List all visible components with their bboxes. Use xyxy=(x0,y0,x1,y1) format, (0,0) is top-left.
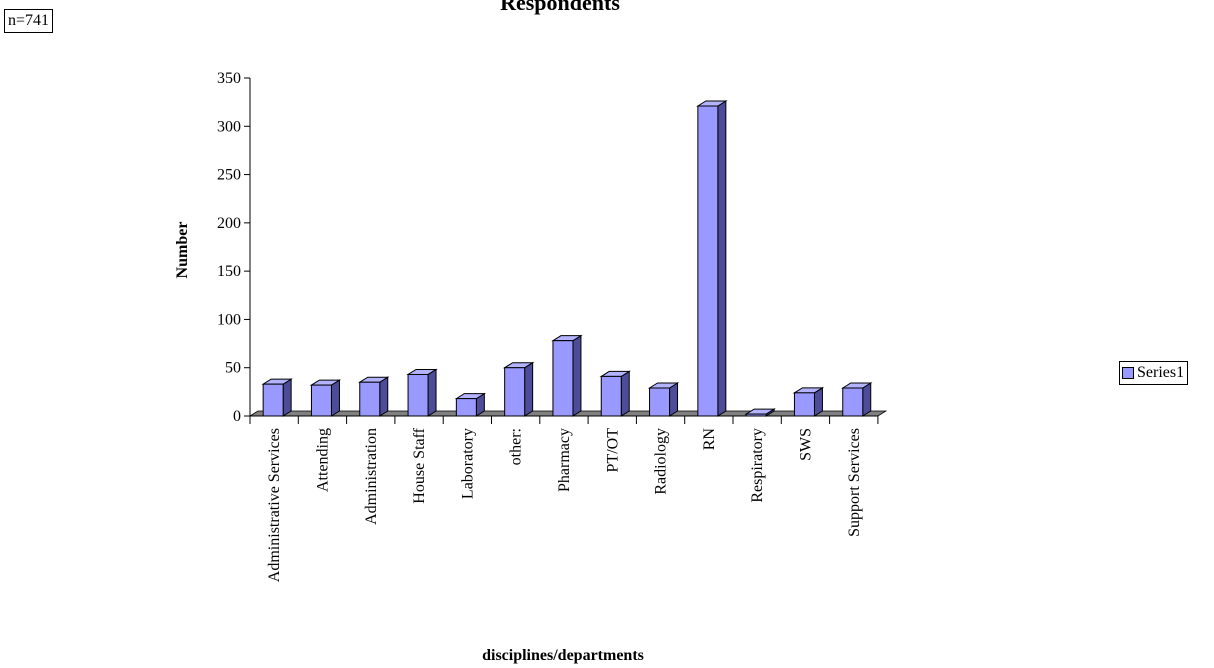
bar-8 xyxy=(599,370,631,417)
bar-side-face xyxy=(862,382,872,417)
bar-5 xyxy=(454,392,487,417)
bar-10 xyxy=(696,100,728,417)
x-tick-label: SWS xyxy=(797,428,814,461)
bar-front-face xyxy=(793,392,815,417)
bar-front-face xyxy=(262,383,284,417)
x-tick-label: Pharmacy xyxy=(556,428,573,492)
bar-front-face xyxy=(310,384,332,417)
bar-12 xyxy=(792,386,825,417)
y-tick-label: 50 xyxy=(225,360,241,377)
bar-front-face xyxy=(552,340,574,417)
bar-front-face xyxy=(504,367,526,417)
bar-front-face xyxy=(359,381,381,417)
bar-front-face xyxy=(407,373,429,417)
x-tick-label: other: xyxy=(508,428,525,465)
chart-labels: 0 50 100 150 200 250 300 350 Administrative Serv… xyxy=(217,70,863,582)
x-tick-label: Attending xyxy=(314,428,331,492)
x-tick-label: Support Services xyxy=(846,428,863,537)
y-tick-label: 200 xyxy=(217,215,241,232)
bar-front-face xyxy=(745,413,767,417)
bar-13 xyxy=(841,382,873,417)
x-axis-title: disciplines/departments xyxy=(482,647,644,664)
bar-4 xyxy=(406,368,438,417)
bar-front-face xyxy=(649,387,671,417)
bar-side-face xyxy=(669,382,679,417)
y-axis-title: Number xyxy=(174,222,191,279)
bar-side-face xyxy=(717,100,727,417)
x-tick-label: Laboratory xyxy=(459,428,476,499)
y-tick-label: 100 xyxy=(217,311,241,328)
bar-side-face xyxy=(524,361,534,417)
bar-side-face xyxy=(282,378,292,417)
bar-front-face xyxy=(842,387,864,417)
bar-3 xyxy=(358,376,390,417)
x-tick-label: Administrative Services xyxy=(266,428,283,582)
x-tick-label: RN xyxy=(701,428,718,451)
y-tick-label: 0 xyxy=(233,408,241,425)
bar-side-face xyxy=(379,376,389,417)
bar-9 xyxy=(647,382,680,417)
bar-side-face xyxy=(330,379,340,417)
chart-title: Respondents xyxy=(500,0,620,15)
y-tick-label: 350 xyxy=(217,70,241,87)
x-tick-label: Respiratory xyxy=(749,428,766,503)
bar-side-face xyxy=(572,334,582,417)
bar-2 xyxy=(309,379,342,417)
bar-front-face xyxy=(697,105,719,417)
y-tick-label: 150 xyxy=(217,263,241,280)
x-tick-label: Radiology xyxy=(653,428,670,495)
y-tick-label: 250 xyxy=(217,167,241,184)
bar-front-face xyxy=(600,375,622,417)
legend-swatch xyxy=(1122,367,1134,379)
bar-6 xyxy=(502,361,535,417)
x-tick-label: PT/OT xyxy=(604,428,621,473)
bar-side-face xyxy=(620,370,630,417)
y-tick-label: 300 xyxy=(217,118,241,135)
legend-label: Series1 xyxy=(1137,364,1185,381)
bar-side-face xyxy=(427,368,437,417)
bar-front-face xyxy=(455,398,477,417)
x-tick-label: Administration xyxy=(363,428,380,525)
legend: Series1 xyxy=(1119,361,1189,385)
bar-11 xyxy=(744,408,776,417)
bar-7 xyxy=(551,334,583,417)
bar-1 xyxy=(261,378,293,417)
x-tick-label: House Staff xyxy=(411,427,428,503)
sample-size-note: n=741 xyxy=(4,9,54,33)
chart-bars xyxy=(261,100,873,417)
